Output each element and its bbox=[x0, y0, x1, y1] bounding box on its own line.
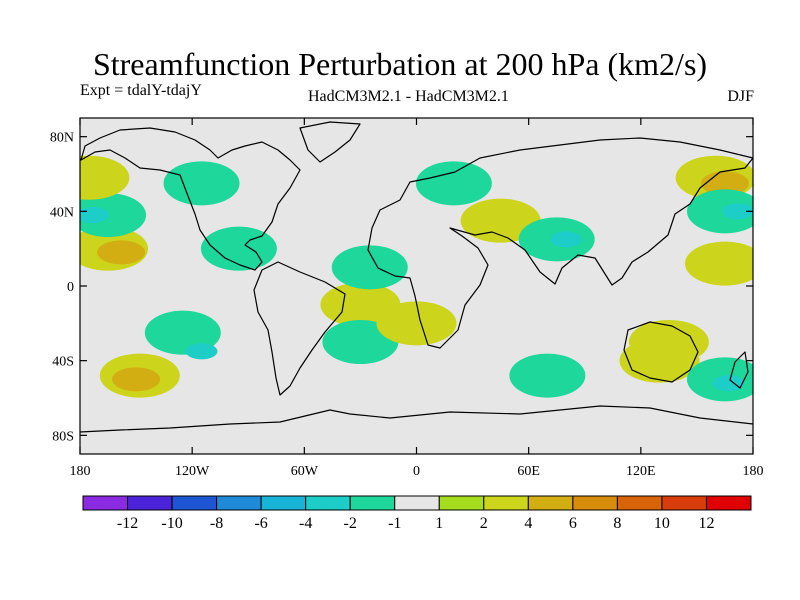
anomaly-region-5 bbox=[163, 161, 240, 206]
y-tick-label-4: 80S bbox=[52, 429, 74, 444]
anomaly-region-19 bbox=[509, 353, 586, 398]
model-label: HadCM3M2.1 - HadCM3M2.1 bbox=[308, 88, 509, 105]
x-tick-label-0: 180 bbox=[70, 464, 91, 479]
anomaly-region-28 bbox=[684, 241, 753, 286]
anomaly-region-27 bbox=[722, 203, 753, 220]
anomaly-region-2 bbox=[80, 193, 147, 238]
y-tick-label-0: 80N bbox=[50, 131, 74, 146]
anomaly-region-4 bbox=[80, 155, 130, 200]
x-tick-label-1: 120W bbox=[175, 464, 210, 479]
anomaly-region-18 bbox=[550, 231, 583, 248]
y-tick-label-3: 40S bbox=[52, 355, 74, 370]
coastline-greenland bbox=[299, 121, 361, 163]
anomaly-region-21 bbox=[619, 338, 700, 383]
coastline-antarctica bbox=[80, 405, 753, 433]
coastline-australia bbox=[623, 321, 699, 383]
season-label: DJF bbox=[727, 88, 754, 105]
experiment-label: Expt = tdalY-tdajY bbox=[80, 82, 202, 99]
x-tick-label-5: 120E bbox=[626, 464, 656, 479]
anomaly-region-26 bbox=[686, 189, 753, 234]
x-tick-label-6: 180 bbox=[743, 464, 764, 479]
coastline-south-america bbox=[253, 261, 346, 396]
coastline-north-america bbox=[80, 127, 301, 271]
chart-title: Streamfunction Perturbation at 200 hPa (… bbox=[92, 46, 708, 82]
y-tick-label-2: 0 bbox=[67, 280, 74, 295]
coastline-eurasia-africa bbox=[367, 137, 753, 349]
x-tick-label-3: 0 bbox=[413, 464, 420, 479]
anomaly-region-13 bbox=[331, 245, 408, 290]
y-tick-label-1: 40N bbox=[50, 205, 74, 220]
anomaly-region-15 bbox=[415, 161, 492, 206]
anomaly-region-1 bbox=[97, 240, 146, 265]
x-tick-label-2: 60W bbox=[291, 464, 319, 479]
anomaly-region-16 bbox=[460, 198, 541, 243]
anomaly-region-14 bbox=[376, 301, 457, 346]
anomaly-region-10 bbox=[112, 367, 161, 392]
anomaly-region-23 bbox=[712, 375, 745, 392]
anomaly-region-8 bbox=[185, 343, 218, 360]
anomaly-region-3 bbox=[80, 207, 110, 224]
coastline-new-zealand bbox=[729, 351, 749, 389]
x-tick-label-4: 60E bbox=[517, 464, 540, 479]
